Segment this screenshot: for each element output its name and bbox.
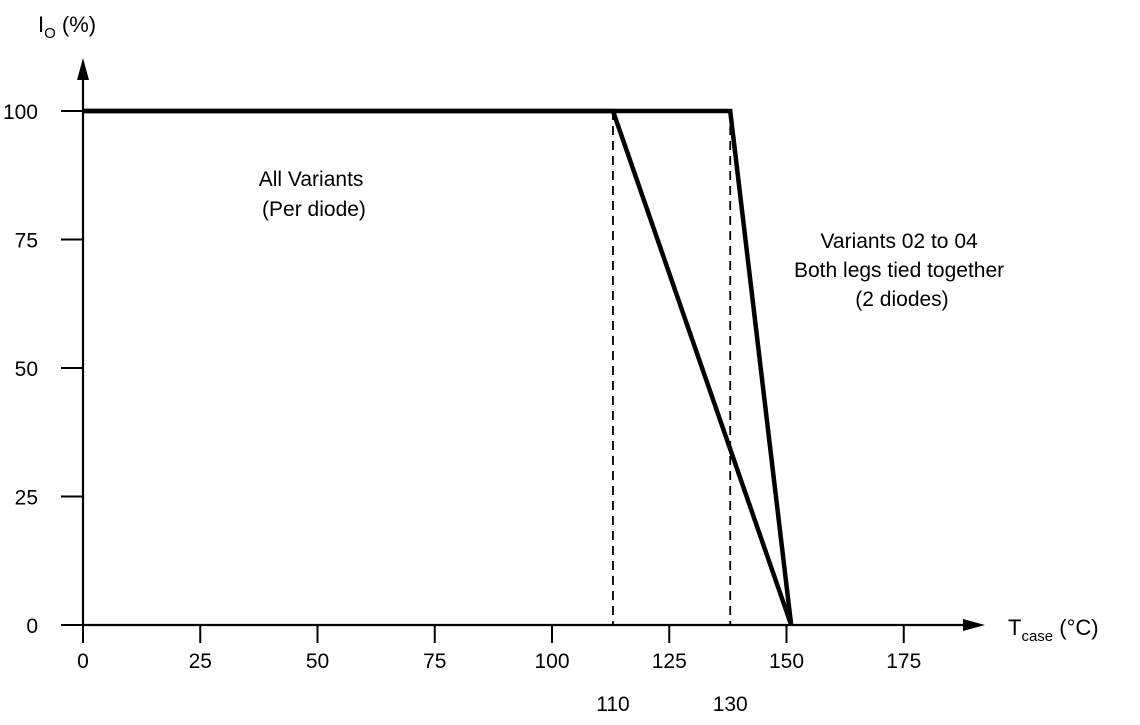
x-axis-arrowhead <box>963 619 985 631</box>
x-tick-label-175: 175 <box>886 650 921 673</box>
x-tick-label-25: 25 <box>189 650 212 673</box>
x-tick-label-125: 125 <box>652 650 687 673</box>
y-tick-label-25: 25 <box>15 487 38 510</box>
series-layer <box>83 108 794 626</box>
y-tick-label-0: 0 <box>26 615 38 638</box>
x-ticks: 0 25 50 75 100 125 150 175 110 130 <box>77 625 921 716</box>
annotation-all-variants: All Variants (Per diode) <box>259 168 370 221</box>
y-tick-label-75: 75 <box>15 230 38 253</box>
y-axis-arrowhead <box>77 58 89 80</box>
y-tick-label-50: 50 <box>15 358 38 381</box>
axes <box>77 58 985 631</box>
annotation-variants-02-04: Variants 02 to 04 Both legs tied togethe… <box>794 230 1010 311</box>
y-tick-label-100: 100 <box>3 101 38 124</box>
x-tick-label-130: 130 <box>713 693 748 716</box>
x-tick-label-0: 0 <box>77 650 89 673</box>
x-tick-label-50: 50 <box>306 650 329 673</box>
x-tick-label-100: 100 <box>534 650 569 673</box>
y-axis-label: IO (%) <box>38 12 96 42</box>
reference-lines <box>612 111 732 625</box>
x-tick-label-75: 75 <box>423 650 446 673</box>
y-ticks: 0 25 50 75 100 <box>3 101 83 638</box>
x-axis-label: Tcase (°C) <box>1008 615 1099 645</box>
x-tick-label-110: 110 <box>596 693 629 716</box>
series-line-1 <box>83 108 794 626</box>
x-tick-label-150: 150 <box>769 650 804 673</box>
series-line-0 <box>83 108 794 626</box>
